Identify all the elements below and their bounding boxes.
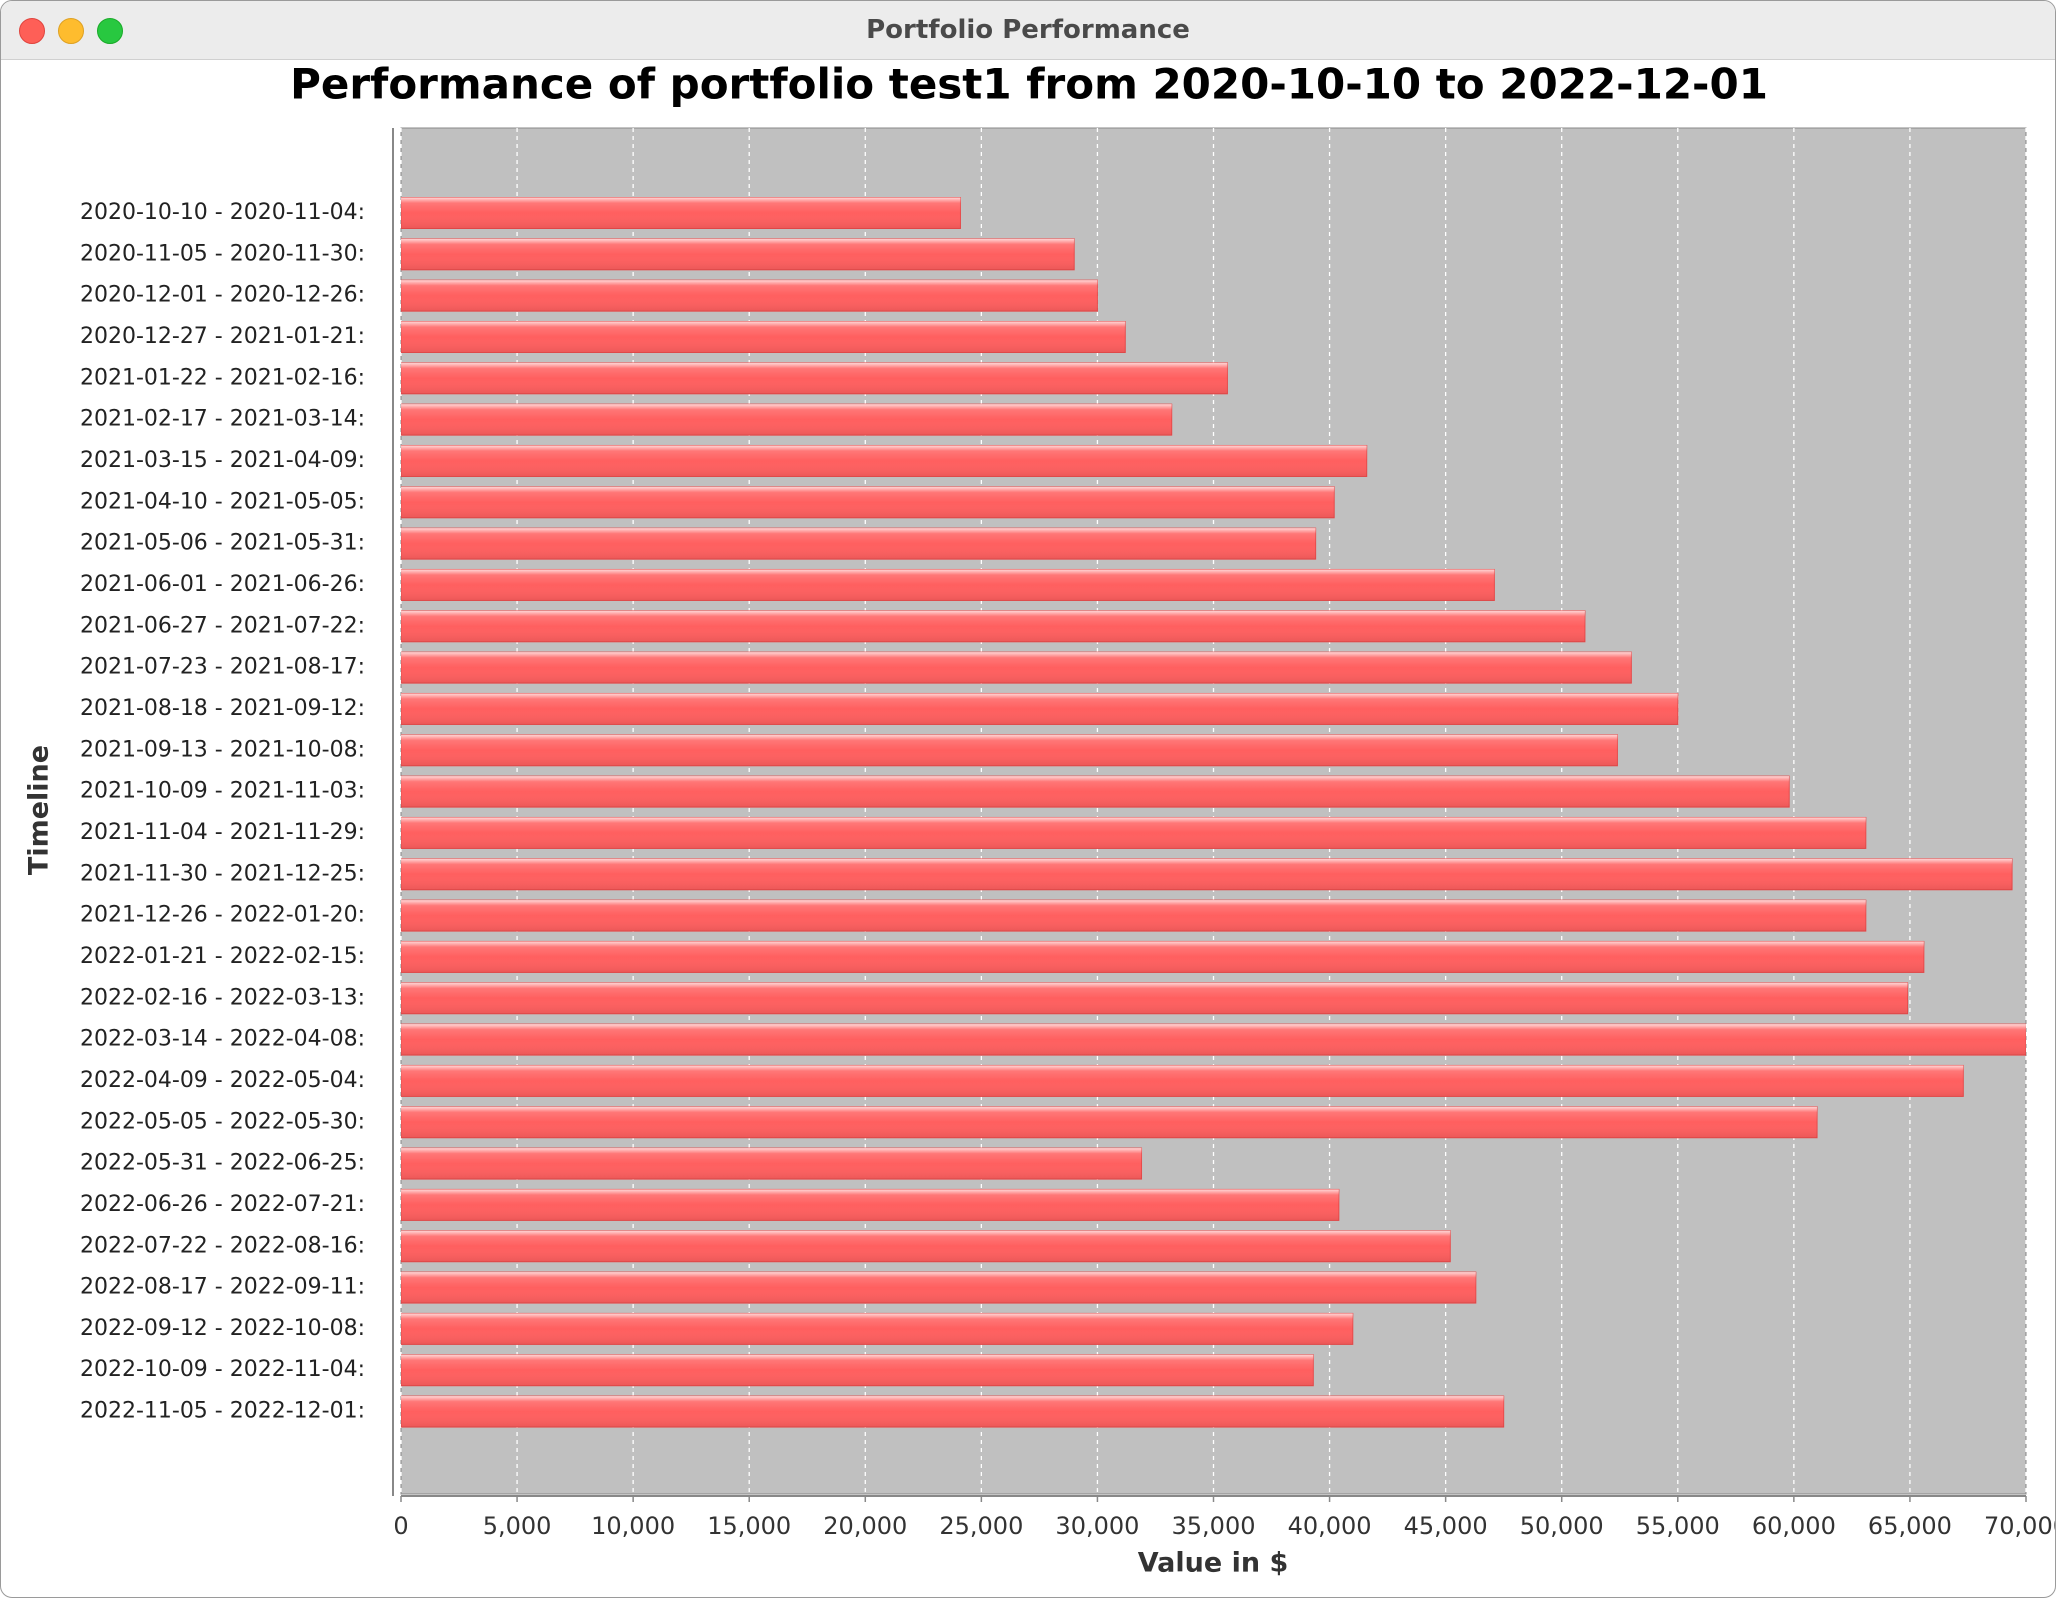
y-tick-label: 2022-01-21 - 2022-02-15: bbox=[80, 944, 365, 969]
y-tick-label: 2021-01-22 - 2021-02-16: bbox=[80, 365, 365, 390]
x-tick-label: 30,000 bbox=[1055, 1512, 1139, 1540]
y-tick-label: 2021-08-18 - 2021-09-12: bbox=[80, 696, 365, 721]
y-tick-label: 2021-03-15 - 2021-04-09: bbox=[80, 448, 365, 473]
bar-highlight bbox=[401, 1272, 1476, 1304]
x-tick-label: 10,000 bbox=[591, 1512, 675, 1540]
y-tick-label: 2022-06-26 - 2022-07-21: bbox=[80, 1192, 365, 1217]
zoom-button[interactable] bbox=[97, 18, 123, 44]
x-tick-label: 35,000 bbox=[1172, 1512, 1256, 1540]
y-tick-label: 2022-07-22 - 2022-08-16: bbox=[80, 1233, 365, 1258]
bar-highlight bbox=[401, 486, 1335, 518]
y-tick-label: 2021-12-26 - 2022-01-20: bbox=[80, 903, 365, 928]
bar-highlight bbox=[401, 197, 961, 229]
x-tick-label: 5,000 bbox=[483, 1512, 552, 1540]
y-tick-label: 2020-12-27 - 2021-01-21: bbox=[80, 324, 365, 349]
bar-highlight bbox=[401, 693, 1678, 725]
y-tick-label: 2022-05-31 - 2022-06-25: bbox=[80, 1151, 365, 1176]
bar-highlight bbox=[401, 404, 1172, 436]
bar-highlight bbox=[401, 362, 1228, 394]
bar-highlight bbox=[401, 1354, 1314, 1386]
bar-highlight bbox=[401, 321, 1126, 353]
chart: Performance of portfolio test1 from 2020… bbox=[24, 60, 2056, 1579]
x-tick-label: 65,000 bbox=[1868, 1512, 1952, 1540]
y-axis-title: Timeline bbox=[24, 745, 55, 875]
y-tick-label: 2022-03-14 - 2022-04-08: bbox=[80, 1027, 365, 1052]
minimize-button[interactable] bbox=[58, 18, 84, 44]
bar-highlight bbox=[401, 1106, 1818, 1138]
y-tick-label: 2021-02-17 - 2021-03-14: bbox=[80, 407, 365, 432]
bar-highlight bbox=[401, 817, 1866, 849]
bar-highlight bbox=[401, 1024, 2026, 1056]
bar-highlight bbox=[401, 528, 1316, 560]
x-tick-label: 15,000 bbox=[707, 1512, 791, 1540]
x-tick-label: 55,000 bbox=[1636, 1512, 1720, 1540]
x-tick-label: 60,000 bbox=[1752, 1512, 1836, 1540]
bar-highlight bbox=[401, 734, 1618, 766]
y-tick-label: 2021-07-23 - 2021-08-17: bbox=[80, 655, 365, 680]
y-tick-label: 2021-11-30 - 2021-12-25: bbox=[80, 861, 365, 886]
y-tick-label: 2021-09-13 - 2021-10-08: bbox=[80, 737, 365, 762]
y-tick-label: 2022-02-16 - 2022-03-13: bbox=[80, 985, 365, 1010]
y-tick-label: 2020-10-10 - 2020-11-04: bbox=[80, 200, 365, 225]
bar-highlight bbox=[401, 238, 1075, 270]
y-tick-label: 2022-11-05 - 2022-12-01: bbox=[80, 1399, 365, 1424]
title-bar: Portfolio Performance bbox=[1, 1, 2055, 60]
y-tick-label: 2021-04-10 - 2021-05-05: bbox=[80, 489, 365, 514]
x-tick-label: 20,000 bbox=[823, 1512, 907, 1540]
bar-highlight bbox=[401, 280, 1098, 312]
y-tick-label: 2022-05-05 - 2022-05-30: bbox=[80, 1109, 365, 1134]
bar-highlight bbox=[401, 1148, 1142, 1180]
y-tick-label: 2021-10-09 - 2021-11-03: bbox=[80, 779, 365, 804]
close-button[interactable] bbox=[19, 18, 45, 44]
y-tick-label: 2021-06-27 - 2021-07-22: bbox=[80, 613, 365, 638]
x-tick-label: 45,000 bbox=[1404, 1512, 1488, 1540]
bar-highlight bbox=[401, 1396, 1504, 1428]
bar-highlight bbox=[401, 445, 1367, 477]
bar-highlight bbox=[401, 1230, 1451, 1262]
x-tick-label: 70,000 bbox=[1984, 1512, 2056, 1540]
bar-highlight bbox=[401, 776, 1790, 808]
y-tick-label: 2022-10-09 - 2022-11-04: bbox=[80, 1357, 365, 1382]
x-tick-label: 50,000 bbox=[1520, 1512, 1604, 1540]
window-title: Portfolio Performance bbox=[866, 15, 1190, 45]
bar-highlight bbox=[401, 569, 1495, 601]
y-tick-label: 2021-06-01 - 2021-06-26: bbox=[80, 572, 365, 597]
y-tick-label: 2022-09-12 - 2022-10-08: bbox=[80, 1316, 365, 1341]
y-tick-label: 2022-08-17 - 2022-09-11: bbox=[80, 1275, 365, 1300]
bar-highlight bbox=[401, 652, 1632, 684]
bar-highlight bbox=[401, 1065, 1964, 1097]
y-tick-label: 2021-11-04 - 2021-11-29: bbox=[80, 820, 365, 845]
bar-highlight bbox=[401, 1189, 1339, 1221]
y-tick-label: 2020-12-01 - 2020-12-26: bbox=[80, 283, 365, 308]
bars bbox=[401, 197, 2026, 1428]
bar-highlight bbox=[401, 1313, 1353, 1345]
x-tick-label: 25,000 bbox=[939, 1512, 1023, 1540]
y-tick-label: 2020-11-05 - 2020-11-30: bbox=[80, 241, 365, 266]
bar-highlight bbox=[401, 858, 2013, 890]
bar-highlight bbox=[401, 610, 1585, 642]
bar-highlight bbox=[401, 941, 1924, 973]
x-tick-label: 0 bbox=[393, 1512, 408, 1540]
bar-highlight bbox=[401, 900, 1866, 932]
y-tick-label: 2022-04-09 - 2022-05-04: bbox=[80, 1068, 365, 1093]
x-axis-title: Value in $ bbox=[1138, 1548, 1289, 1579]
bar-highlight bbox=[401, 982, 1908, 1014]
y-tick-label: 2021-05-06 - 2021-05-31: bbox=[80, 531, 365, 556]
x-tick-label: 40,000 bbox=[1288, 1512, 1372, 1540]
chart-title: Performance of portfolio test1 from 2020… bbox=[290, 60, 1768, 109]
